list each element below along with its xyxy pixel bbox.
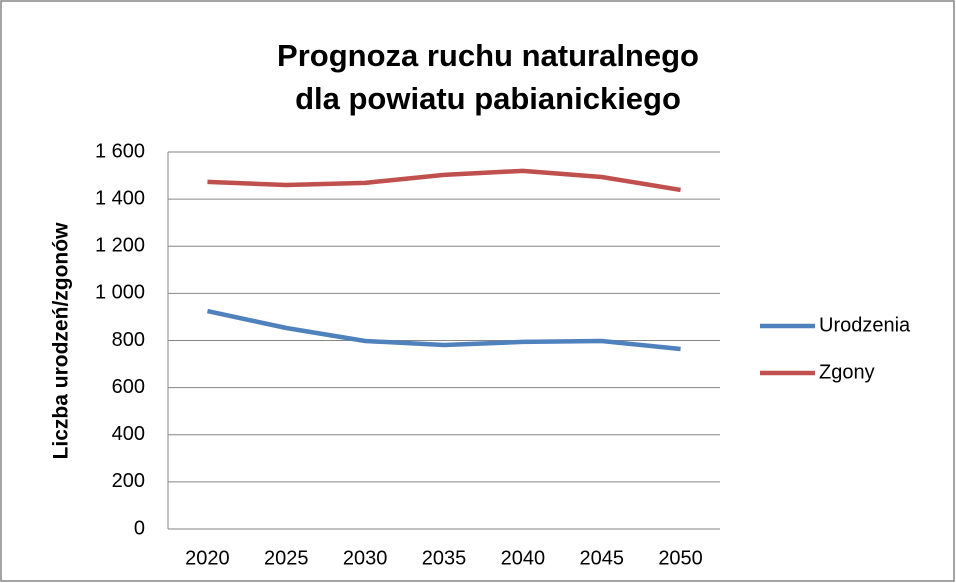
- x-tick-label: 2020: [185, 547, 230, 569]
- series-line: [206, 308, 681, 352]
- y-tick-label: 1 400: [95, 187, 145, 209]
- y-tick-label: 1 200: [95, 235, 145, 257]
- x-tick-label: 2040: [501, 547, 546, 569]
- chart-title: Prognoza ruchu naturalnego: [277, 38, 699, 73]
- legend-label: Urodzenia: [819, 314, 911, 336]
- y-tick-label: 200: [112, 470, 145, 492]
- x-tick-label: 2030: [343, 547, 388, 569]
- y-tick-label: 800: [112, 329, 145, 351]
- y-tick-label: 400: [112, 423, 145, 445]
- series-line: [207, 168, 681, 193]
- y-axis-label: Liczba urodzeń/zgonów: [50, 222, 73, 459]
- y-tick-label: 1 000: [95, 282, 145, 304]
- y-tick-label: 1 600: [95, 140, 145, 162]
- x-tick-label: 2035: [422, 547, 467, 569]
- y-tick-label: 600: [112, 376, 145, 398]
- x-tick-label: 2025: [264, 547, 309, 569]
- legend-label: Zgony: [819, 361, 875, 383]
- y-tick-label: 0: [134, 517, 145, 539]
- x-tick-label: 2050: [658, 547, 703, 569]
- x-tick-label: 2045: [579, 547, 624, 569]
- chart-title: dla powiatu pabianickiego: [295, 81, 681, 116]
